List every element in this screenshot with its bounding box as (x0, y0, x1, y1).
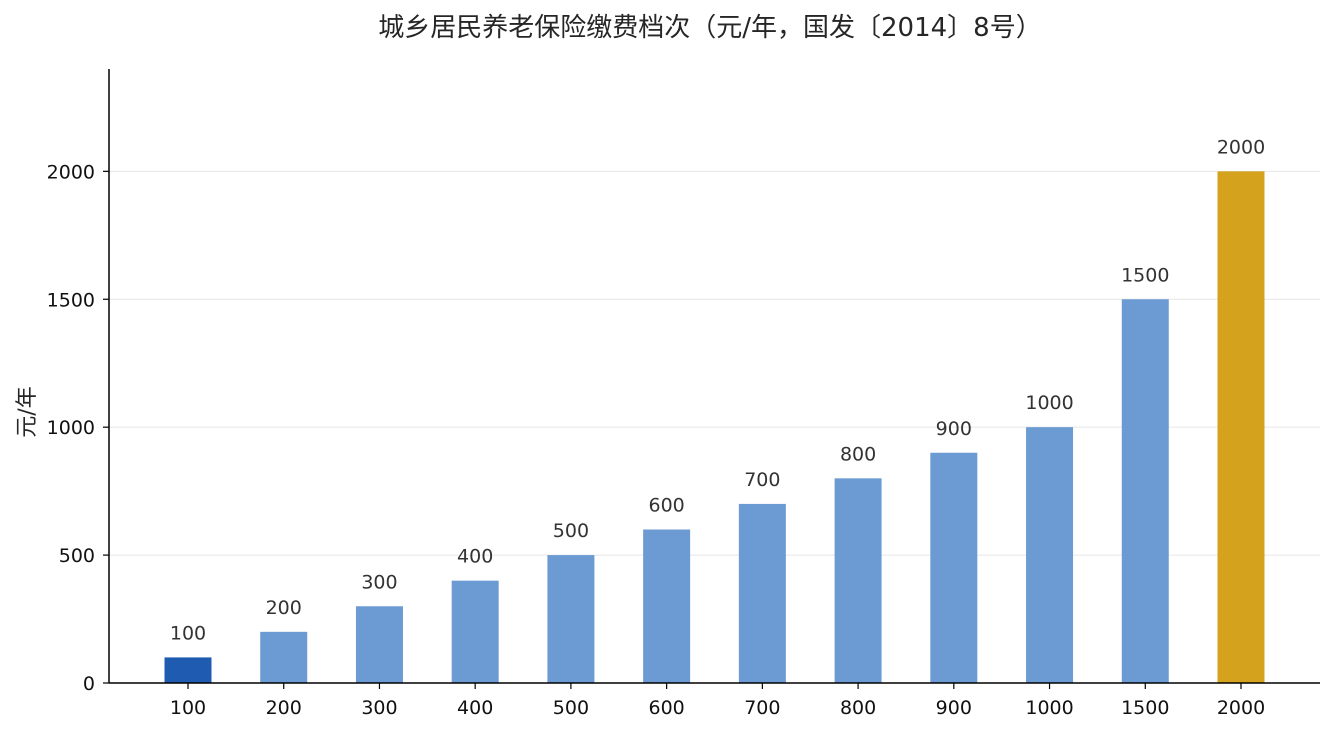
bar-400 (451, 580, 499, 683)
y-tick-label-1500: 1500 (47, 289, 95, 311)
data-label-300: 300 (361, 571, 397, 593)
data-label-800: 800 (840, 443, 876, 465)
data-label-200: 200 (266, 597, 302, 619)
x-tick-label-500: 500 (553, 697, 589, 719)
bar-500 (547, 555, 595, 683)
bar-200 (260, 631, 308, 683)
x-tick-label-600: 600 (649, 697, 685, 719)
bar-800 (834, 478, 882, 683)
ticks: 0 500 1000 1500 2000 100 200 300 400 500 600 700 800… (47, 161, 1266, 719)
y-tick-label-500: 500 (59, 545, 95, 567)
data-label-500: 500 (553, 520, 589, 542)
bars (164, 171, 1265, 684)
y-tick-label-1000: 1000 (47, 417, 95, 439)
bar-600 (643, 529, 691, 683)
bar-1000 (1026, 427, 1074, 683)
y-axis-title: 元/年 (15, 386, 40, 437)
x-tick-label-2000: 2000 (1217, 697, 1265, 719)
data-label-2000: 2000 (1217, 136, 1265, 158)
bar-2000 (1217, 171, 1265, 684)
bar-700 (738, 503, 786, 683)
data-label-900: 900 (936, 418, 972, 440)
data-label-100: 100 (170, 622, 206, 644)
x-tick-label-300: 300 (361, 697, 397, 719)
bar-100 (164, 657, 212, 683)
y-tick-label-2000: 2000 (47, 161, 95, 183)
y-tick-label-0: 0 (83, 673, 95, 695)
x-tick-label-100: 100 (170, 697, 206, 719)
data-label-400: 400 (457, 546, 493, 568)
bar-900 (930, 452, 978, 683)
x-tick-label-800: 800 (840, 697, 876, 719)
x-tick-label-1500: 1500 (1121, 697, 1169, 719)
chart-title: 城乡居民养老保险缴费档次（元/年，国发〔2014〕8号） (378, 13, 1041, 43)
x-tick-label-700: 700 (744, 697, 780, 719)
x-tick-label-900: 900 (936, 697, 972, 719)
x-tick-label-1000: 1000 (1025, 697, 1073, 719)
data-label-700: 700 (744, 469, 780, 491)
data-labels: 100 200 300 400 500 600 700 800 900 1000 1500 2000 (170, 136, 1265, 644)
x-tick-label-200: 200 (266, 697, 302, 719)
bar-300 (355, 606, 403, 683)
gridlines (109, 170, 1320, 556)
bar-1500 (1121, 299, 1169, 683)
data-label-600: 600 (649, 495, 685, 517)
x-tick-label-400: 400 (457, 697, 493, 719)
data-label-1000: 1000 (1025, 392, 1073, 414)
data-label-1500: 1500 (1121, 264, 1169, 286)
